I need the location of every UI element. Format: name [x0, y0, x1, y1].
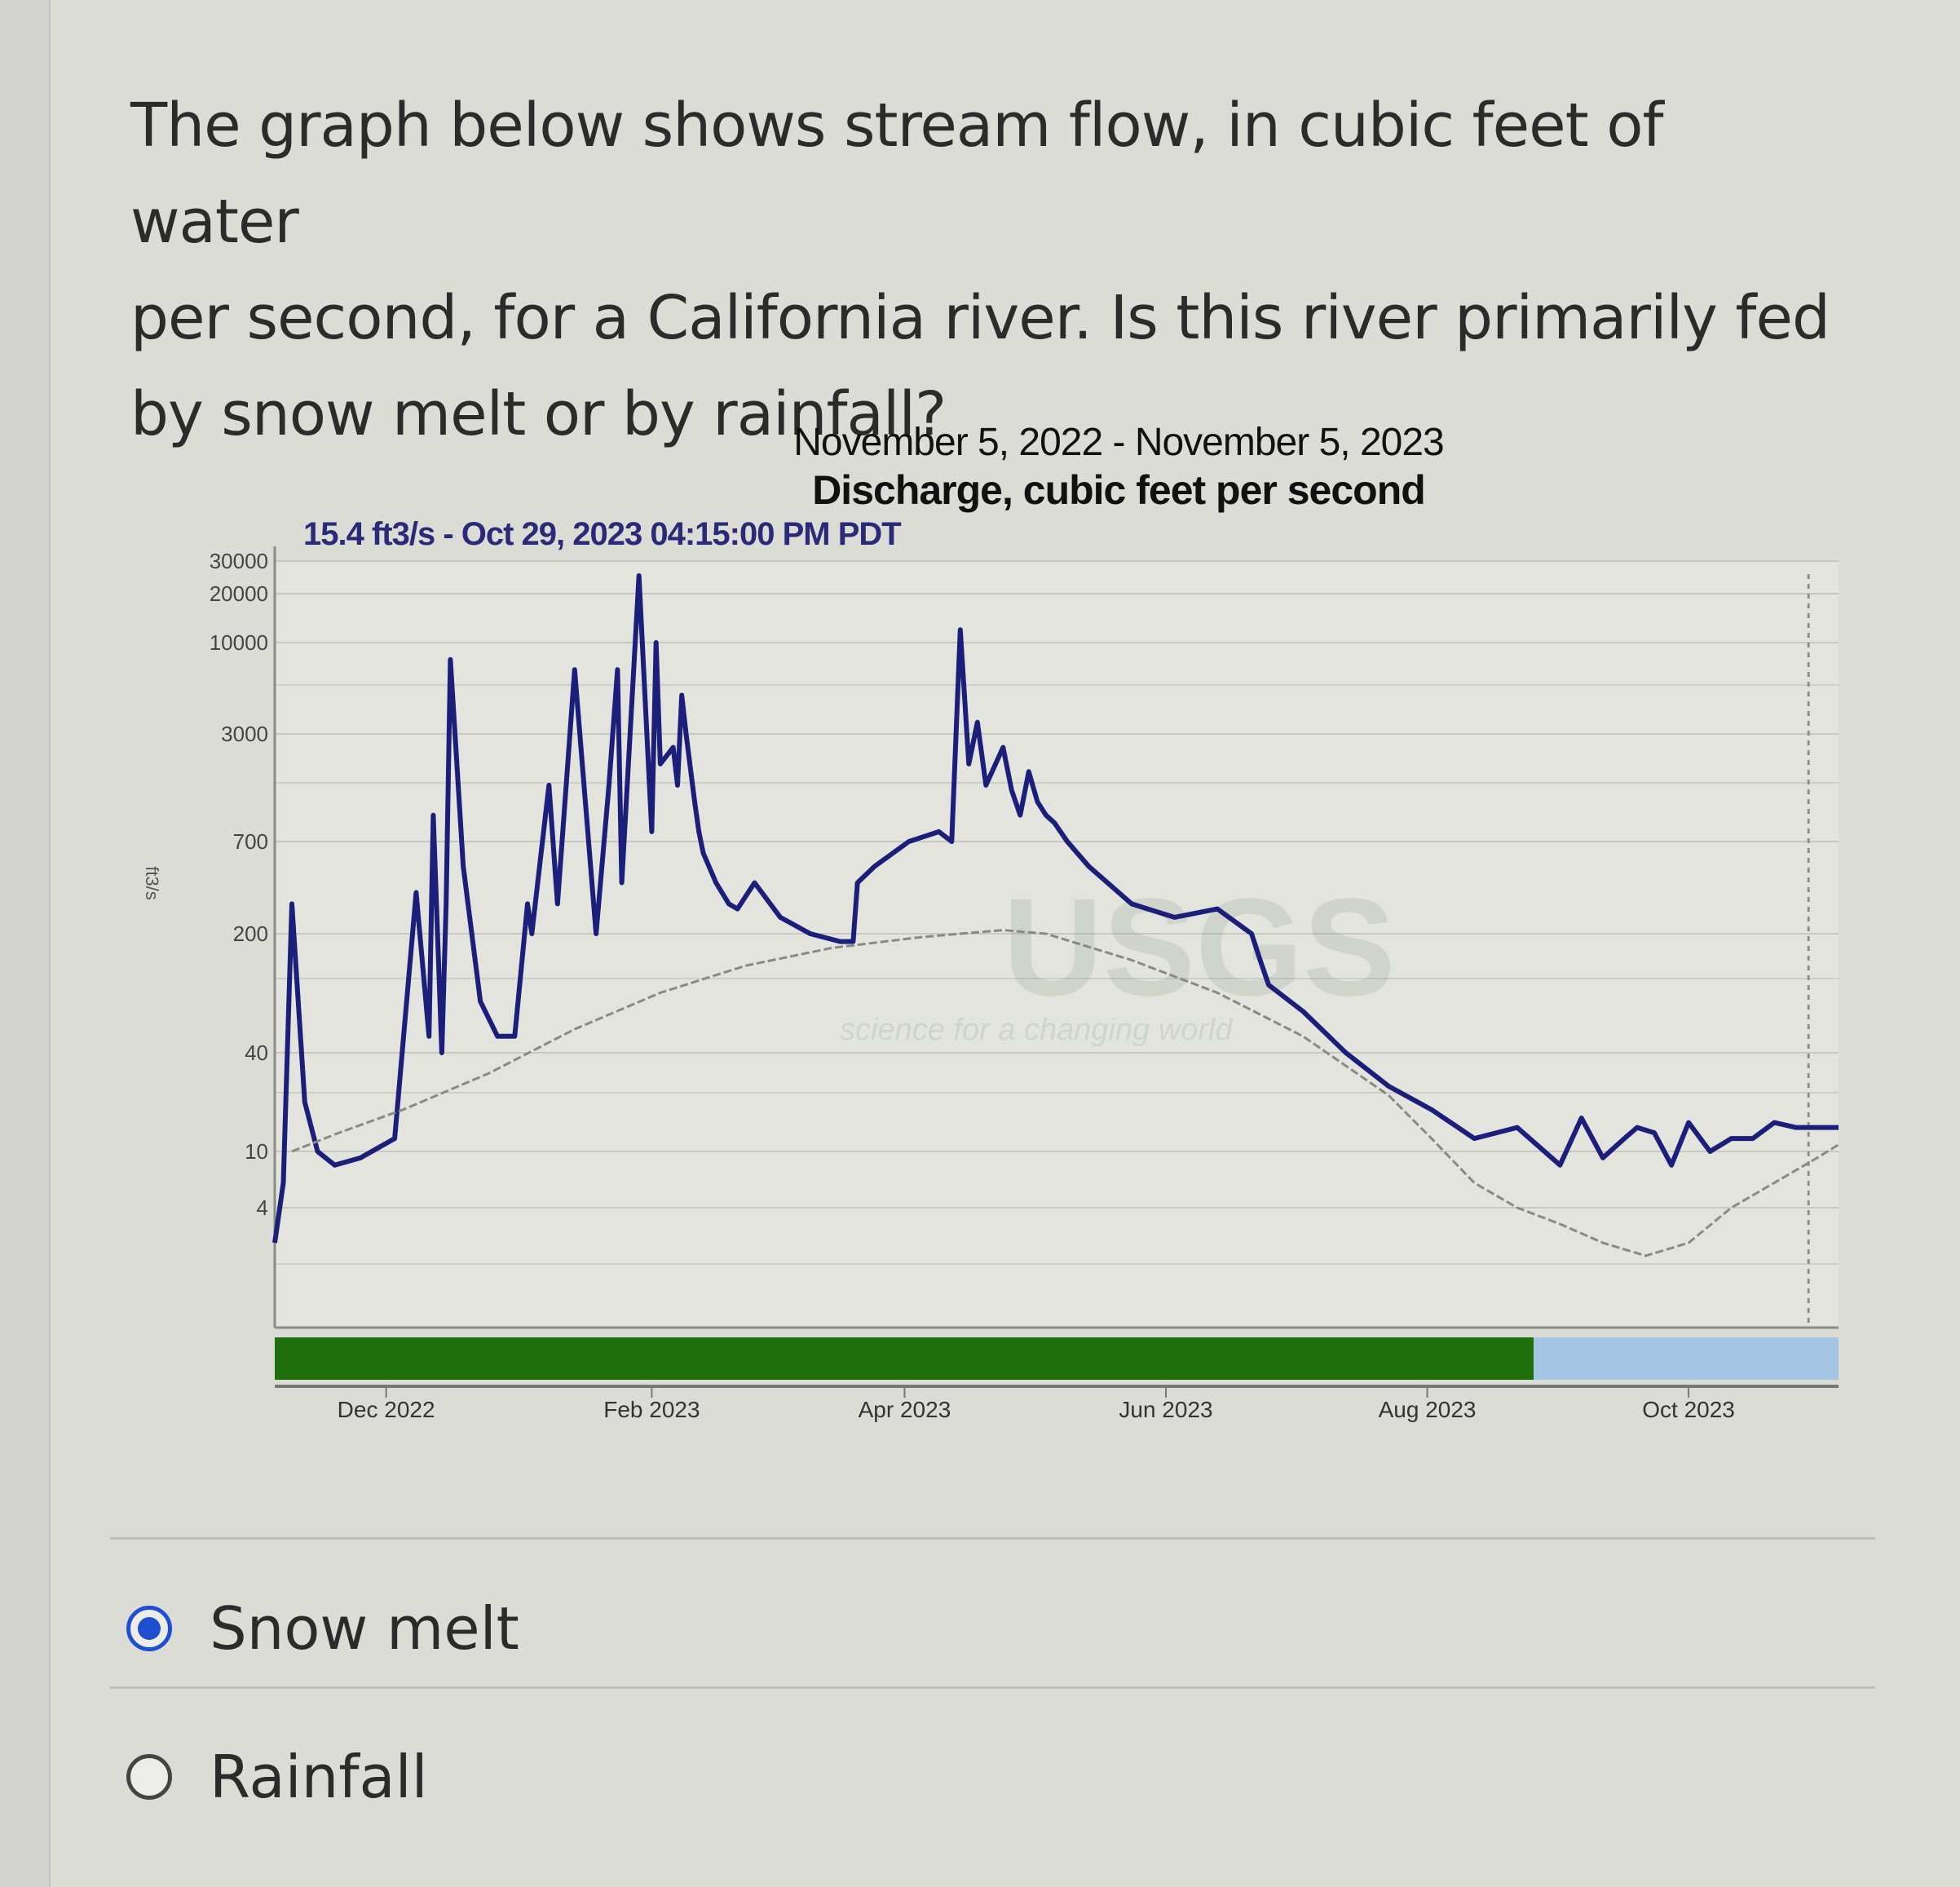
page-left-margin — [0, 0, 51, 1887]
x-tick-label: Oct 2023 — [1642, 1397, 1735, 1422]
x-tick-label: Aug 2023 — [1379, 1397, 1477, 1422]
y-tick-label: 10000 — [210, 630, 268, 655]
radio-unselected-icon[interactable] — [126, 1754, 172, 1800]
section-divider — [110, 1537, 1875, 1540]
usgs-watermark-tagline: science for a changing world — [840, 1013, 1234, 1047]
x-tick-label: Dec 2022 — [338, 1397, 435, 1422]
discharge-chart: USGS science for a changing world Dec 20… — [210, 546, 1839, 1422]
question-text: The graph below shows stream flow, in cu… — [130, 77, 1843, 462]
y-tick-label: 4 — [257, 1195, 268, 1220]
radio-selected-icon[interactable] — [126, 1606, 172, 1651]
y-tick-label: 200 — [233, 921, 268, 946]
section-divider — [110, 1686, 1875, 1689]
chart-annotation: 15.4 ft3/s - Oct 29, 2023 04:15:00 PM PD… — [303, 516, 902, 552]
chart-subtitle: Discharge, cubic feet per second — [812, 467, 1426, 513]
chart-title: November 5, 2022 - November 5, 2023 — [793, 421, 1444, 464]
x-axis-ticks: Dec 2022 Feb 2023 Apr 2023 Jun 2023 Aug 2023… — [338, 1386, 1735, 1422]
chart-axes — [273, 546, 1839, 1329]
plot-area — [275, 561, 1839, 1328]
provisional-data-bar — [1533, 1337, 1839, 1380]
y-tick-label: 30000 — [210, 549, 268, 573]
approved-data-bar — [275, 1337, 1534, 1380]
median-line — [291, 929, 1839, 1257]
option-rainfall[interactable]: Rainfall — [126, 1743, 428, 1811]
y-tick-label: 3000 — [221, 722, 268, 746]
x-tick-label: Feb 2023 — [603, 1397, 700, 1422]
x-tick-label: Apr 2023 — [859, 1397, 951, 1422]
question-line: The graph below shows stream flow, in cu… — [130, 91, 1664, 257]
y-tick-label: 700 — [233, 829, 268, 854]
usgs-watermark-logo: USGS — [1003, 870, 1396, 1025]
question-line: by snow melt or by rainfall? — [130, 379, 947, 449]
discharge-line — [272, 573, 1839, 1244]
question-line: per second, for a California river. Is t… — [130, 283, 1830, 353]
usgs-watermark: USGS science for a changing world — [840, 870, 1396, 1047]
option-label: Rainfall — [210, 1743, 428, 1811]
y-tick-label: 20000 — [210, 581, 268, 606]
y-tick-label: 40 — [245, 1041, 268, 1065]
option-snow-melt[interactable]: Snow melt — [126, 1594, 519, 1663]
approval-bar — [275, 1337, 1839, 1388]
y-tick-label: 10 — [245, 1139, 268, 1164]
chart-series — [272, 573, 1839, 1257]
chart-gridlines — [275, 560, 1839, 1328]
x-tick-label: Jun 2023 — [1119, 1397, 1212, 1422]
y-axis-ticks: 30000 20000 10000 3000 700 200 40 10 4 — [210, 549, 268, 1220]
option-label: Snow melt — [210, 1594, 519, 1663]
